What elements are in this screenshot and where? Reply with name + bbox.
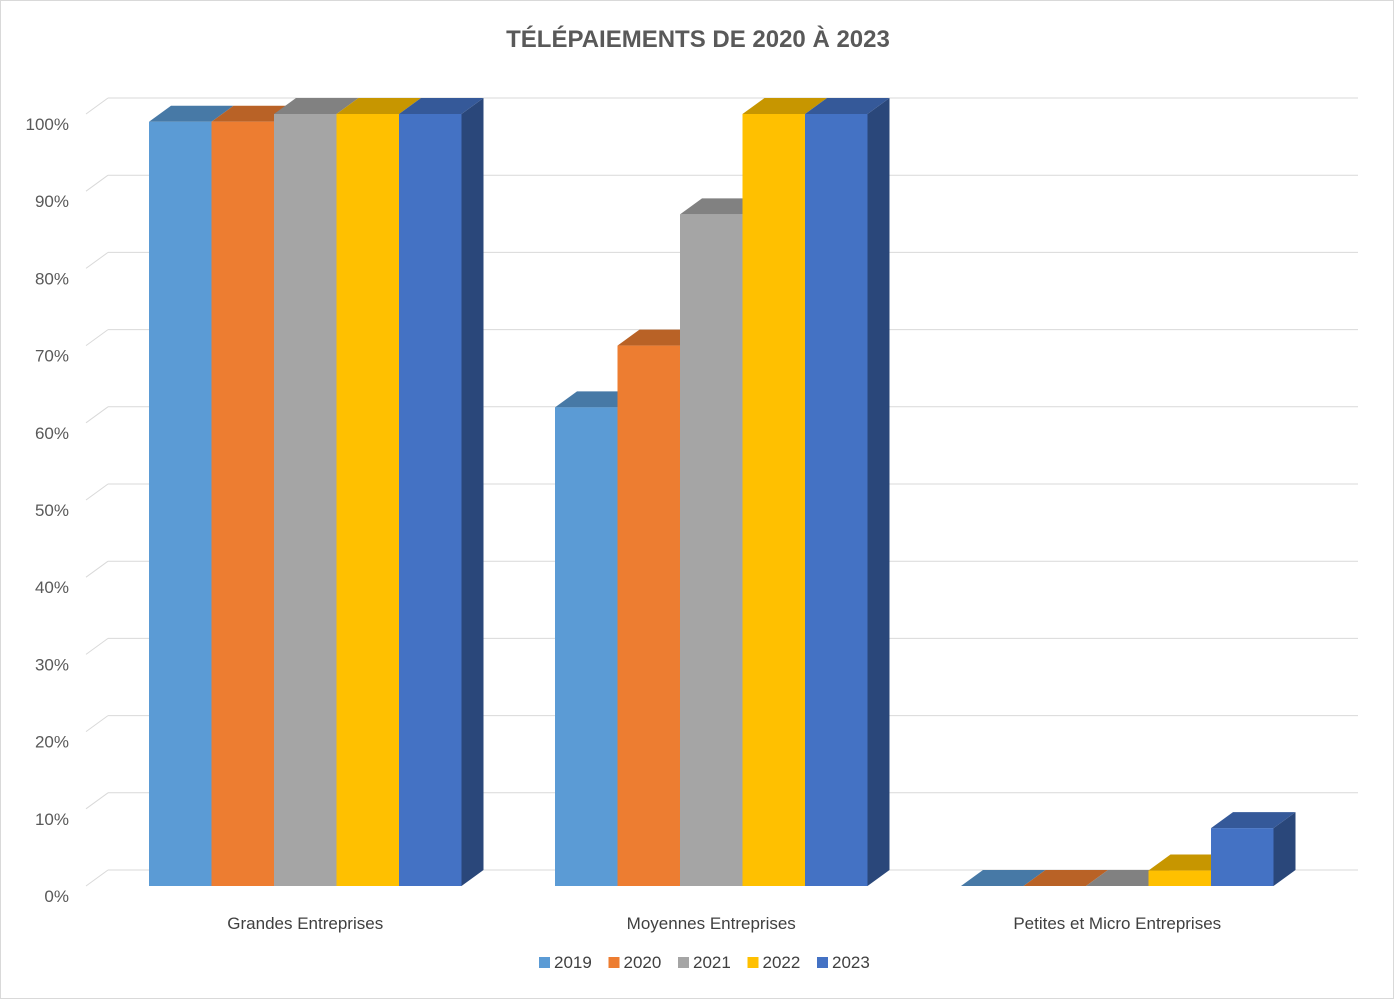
gridline-diag [85,715,109,733]
bar [274,98,359,886]
gridline-diag [85,251,109,269]
x-category-label: Grandes Entreprises [227,914,383,933]
bar [742,98,827,886]
legend-label: 2021 [693,953,731,972]
bar [211,105,296,887]
legend-item: 2020 [608,953,662,972]
gridline-diag [85,637,109,655]
bar [680,198,765,887]
gridline-diag [85,869,109,887]
gridline-diag [85,174,109,192]
legend-swatch [539,957,550,968]
legend-swatch [817,957,828,968]
y-tick-label: 100% [26,115,69,134]
bar-top-face [742,98,827,114]
legend-label: 2019 [554,953,592,972]
legend-label: 2023 [832,953,870,972]
legend-swatch [678,957,689,968]
bar [399,98,484,886]
y-tick-label: 70% [35,347,69,366]
legend: 2019 2020 2021 2022 2023 [539,953,870,972]
bar-front-face [1211,828,1274,886]
x-category-label: Petites et Micro Entreprises [1013,914,1221,933]
bar-front-face [742,114,805,886]
legend-swatch [608,957,620,968]
bar [336,98,421,886]
bar-top-face [961,870,1046,886]
y-tick-label: 90% [35,192,69,211]
y-tick-label: 60% [35,424,69,443]
legend-item: 2019 [539,953,592,972]
bar-front-face [555,407,618,886]
bar-front-face [805,114,868,886]
legend-label: 2022 [763,953,801,972]
bar [805,98,890,886]
legend-label: 2020 [624,953,662,972]
legend-swatch [747,957,759,968]
bar-front-face [336,114,399,886]
bar-side-face [461,98,484,886]
bar-top-face [399,98,484,114]
bar [617,329,702,887]
bar [1211,812,1296,886]
gridline-diag [85,560,109,578]
x-category-label: Moyennes Entreprises [627,914,796,933]
bar-front-face [680,214,743,887]
bar-top-face [274,98,359,114]
y-tick-label: 50% [35,501,69,520]
x-axis-categories: Grandes Entreprises Moyennes Entreprises P… [227,914,1221,933]
bar-front-face [617,345,680,887]
gridline-diag [85,97,109,115]
bar-side-face [1273,812,1296,886]
legend-item: 2023 [817,953,870,972]
y-tick-label: 80% [35,269,69,288]
y-tick-label: 20% [35,733,69,752]
bar-top-face [336,98,421,114]
bar [1023,870,1108,886]
bar [961,870,1046,886]
bar-top-face [1023,870,1108,886]
bar-top-face [1211,812,1296,829]
y-tick-label: 10% [35,810,69,829]
bar-front-face [399,114,462,886]
bar [555,391,640,886]
bar-top-face [149,105,234,122]
y-tick-label: 0% [44,887,69,906]
bar-top-face [805,98,890,114]
y-tick-label: 40% [35,578,69,597]
legend-item: 2022 [747,953,801,972]
chart-title: TÉLÉPAIEMENTS DE 2020 À 2023 [506,25,890,53]
bar-layer [149,98,1296,887]
gridline-diag [85,406,109,424]
bar-front-face [1148,870,1211,886]
gridline-diag [85,329,109,347]
bar-side-face [867,98,890,886]
y-tick-label: 30% [35,655,69,674]
bar-front-face [274,114,337,886]
gridline-diag [85,483,109,501]
legend-item: 2021 [678,953,731,972]
bar [149,105,234,887]
y-axis-ticks: 0% 10% 20% 30% 40% 50% 60% 70% 80% 90% 100% [26,115,69,906]
bar-front-face [149,121,212,887]
bar-front-face [211,121,274,887]
gridline-diag [85,792,109,810]
